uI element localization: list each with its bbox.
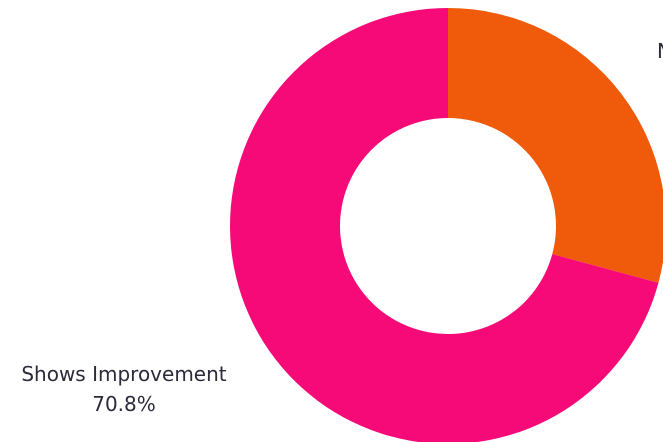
slice-n [448,8,663,283]
slice-label-shows-improvement: Shows Improvement [21,362,226,386]
slices-layer [230,8,663,442]
slice-value-shows-improvement: 70.8% [92,392,156,416]
slice-shows-improvement [230,8,659,442]
slice-label-partial: N [657,39,663,63]
labels-layer: Shows Improvement 70.8% N [21,39,663,416]
